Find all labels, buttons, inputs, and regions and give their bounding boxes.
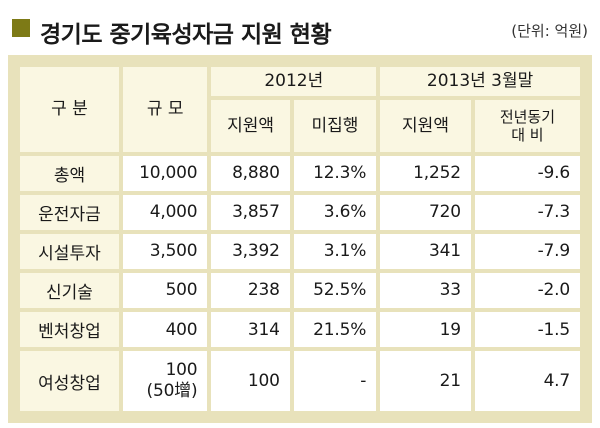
- cell-default-rate: 12.3%: [293, 155, 377, 191]
- row-category: 신기술: [20, 272, 119, 308]
- cell-yoy: -7.9: [474, 233, 580, 269]
- table-row: 시설투자 3,500 3,392 3.1% 341 -7.9: [20, 233, 580, 269]
- cell-scale: 10,000: [122, 155, 208, 191]
- row-category: 운전자금: [20, 194, 119, 230]
- table-row: 신기술 500 238 52.5% 33 -2.0: [20, 272, 580, 308]
- cell-support-2012: 238: [211, 272, 290, 308]
- cell-default-rate: 3.6%: [293, 194, 377, 230]
- cell-support-2013: 19: [380, 311, 471, 348]
- cell-default-rate: -: [293, 351, 377, 411]
- cell-support-2013: 720: [380, 194, 471, 230]
- cell-yoy: -1.5: [474, 311, 580, 348]
- cell-support-2013: 1,252: [380, 155, 471, 191]
- cell-yoy: 4.7: [474, 351, 580, 411]
- header-default-rate: 미집행: [293, 99, 377, 152]
- cell-scale: 500: [122, 272, 208, 308]
- table-row: 여성창업 100 (50增) 100 - 21 4.7: [20, 351, 580, 411]
- header: 경기도 중기육성자금 지원 현황 (단위: 억원): [12, 8, 592, 48]
- header-scale: 규 모: [122, 67, 208, 152]
- header-row-bottom: 지원액 미집행 지원액 전년동기 대 비: [20, 99, 580, 152]
- cell-scale: 3,500: [122, 233, 208, 269]
- table-frame: 구 분 규 모 2012년 2013년 3월말 지원액 미집행 지원액 전년동기…: [8, 55, 592, 423]
- row-category: 총액: [20, 155, 119, 191]
- header-yoy-line2: 대 비: [511, 125, 544, 144]
- support-table: 구 분 규 모 2012년 2013년 3월말 지원액 미집행 지원액 전년동기…: [16, 63, 584, 415]
- cell-scale-value: 100: [165, 360, 198, 381]
- cell-support-2012: 314: [211, 311, 290, 348]
- cell-default-rate: 21.5%: [293, 311, 377, 348]
- unit-label: (단위: 억원): [511, 22, 588, 40]
- cell-default-rate: 52.5%: [293, 272, 377, 308]
- cell-support-2012: 3,857: [211, 194, 290, 230]
- table-row: 운전자금 4,000 3,857 3.6% 720 -7.3: [20, 194, 580, 230]
- header-row-top: 구 분 규 모 2012년 2013년 3월말: [20, 67, 580, 152]
- header-yoy-line1: 전년동기: [499, 107, 556, 126]
- title-marker-icon: [12, 19, 30, 37]
- header-yoy: 전년동기 대 비: [474, 99, 580, 152]
- cell-scale: 100 (50增): [122, 351, 208, 411]
- cell-scale: 4,000: [122, 194, 208, 230]
- table-row: 벤처창업 400 314 21.5% 19 -1.5: [20, 311, 580, 348]
- row-category: 벤처창업: [20, 311, 119, 348]
- cell-support-2013: 21: [380, 351, 471, 411]
- header-group-2013: 2013년 3월말: [380, 67, 580, 96]
- page-title: 경기도 중기육성자금 지원 현황: [40, 22, 332, 48]
- header-category: 구 분: [20, 67, 119, 152]
- cell-support-2013: 33: [380, 272, 471, 308]
- cell-yoy: -7.3: [474, 194, 580, 230]
- cell-scale: 400: [122, 311, 208, 348]
- header-group-2012: 2012년: [211, 67, 377, 96]
- cell-scale-note: (50增): [146, 381, 198, 402]
- cell-support-2012: 3,392: [211, 233, 290, 269]
- header-support-2012: 지원액: [211, 99, 290, 152]
- cell-support-2013: 341: [380, 233, 471, 269]
- cell-support-2012: 100: [211, 351, 290, 411]
- cell-yoy: -9.6: [474, 155, 580, 191]
- row-category: 시설투자: [20, 233, 119, 269]
- cell-yoy: -2.0: [474, 272, 580, 308]
- cell-default-rate: 3.1%: [293, 233, 377, 269]
- header-support-2013: 지원액: [380, 99, 471, 152]
- cell-support-2012: 8,880: [211, 155, 290, 191]
- row-category: 여성창업: [20, 351, 119, 411]
- table-row: 총액 10,000 8,880 12.3% 1,252 -9.6: [20, 155, 580, 191]
